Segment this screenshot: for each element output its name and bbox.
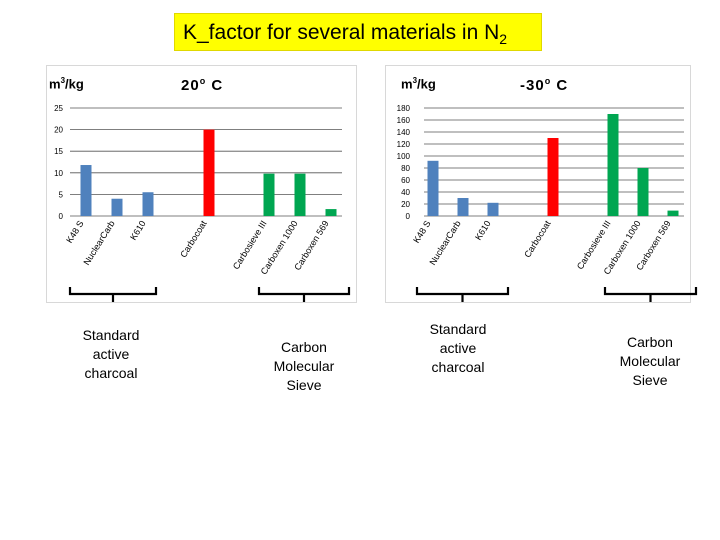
left-ytick-label-2: 10 <box>54 169 63 178</box>
left-ytick-label-3: 15 <box>54 147 63 156</box>
left-category-label-6: Carboxen 569 <box>292 219 330 272</box>
left-bar-5 <box>294 173 306 216</box>
right-category-label-2: K610 <box>473 219 493 242</box>
right-ytick-label-0: 0 <box>406 212 411 221</box>
left-bar-6 <box>325 209 337 216</box>
group-label-cms-right: Carbon Molecular Sieve <box>619 334 681 388</box>
group-bracket-0 <box>68 287 158 302</box>
left-bar-2 <box>142 192 154 216</box>
right-ytick-label-1: 20 <box>401 200 410 209</box>
right-bar-3 <box>547 138 559 216</box>
left-ytick-label-5: 25 <box>54 104 63 113</box>
left-ytick-label-1: 5 <box>59 190 64 199</box>
right-category-label-0: K48 S <box>411 219 432 245</box>
left-bar-4 <box>263 173 275 216</box>
left-ytick-label-0: 0 <box>59 212 64 221</box>
slide-title: K_factor for several materials in N2 <box>174 13 542 51</box>
group-label-standard-right: Standard active charcoal <box>429 321 487 375</box>
left-chart-title: 20o C <box>181 76 224 94</box>
right-bar-2 <box>487 202 499 216</box>
group-bracket-3 <box>603 287 698 302</box>
right-ytick-label-3: 60 <box>401 176 410 185</box>
group-bracket-2 <box>415 287 510 302</box>
left-category-label-3: Carbocoat <box>178 218 209 259</box>
right-bar-5 <box>637 168 649 216</box>
right-ytick-label-9: 180 <box>397 104 411 113</box>
right-bar-4 <box>607 114 619 216</box>
right-ytick-label-6: 120 <box>397 140 411 149</box>
right-bar-1 <box>457 198 469 216</box>
right-category-label-3: Carbocoat <box>522 218 553 259</box>
right-bar-0 <box>427 160 439 216</box>
left-ytick-label-4: 20 <box>54 126 63 135</box>
left-unit-label: m3/kg <box>49 76 84 92</box>
group-bracket-1 <box>257 287 351 302</box>
left-bar-3 <box>203 129 215 216</box>
left-category-label-2: K610 <box>128 219 148 242</box>
right-ytick-label-7: 140 <box>397 128 411 137</box>
right-ytick-label-8: 160 <box>397 116 411 125</box>
left-category-label-1: NuclearCarb <box>81 219 116 267</box>
group-label-cms-left: Carbon Molecular Sieve <box>273 339 335 393</box>
slide-title-subscript: 2 <box>499 31 508 48</box>
left-bar-0 <box>80 165 92 216</box>
left-bar-1 <box>111 198 123 216</box>
right-ytick-label-5: 100 <box>397 152 411 161</box>
right-chart-title: -30o C <box>520 76 569 94</box>
left-category-label-0: K48 S <box>64 219 85 245</box>
right-ytick-label-2: 40 <box>401 188 410 197</box>
right-unit-label: m3/kg <box>401 76 436 92</box>
right-category-label-1: NuclearCarb <box>427 219 462 267</box>
group-label-standard-left: Standard active charcoal <box>82 327 140 381</box>
right-ytick-label-4: 80 <box>401 164 410 173</box>
right-bar-6 <box>667 210 679 216</box>
slide-title-text: K_factor for several materials in N <box>183 21 500 44</box>
